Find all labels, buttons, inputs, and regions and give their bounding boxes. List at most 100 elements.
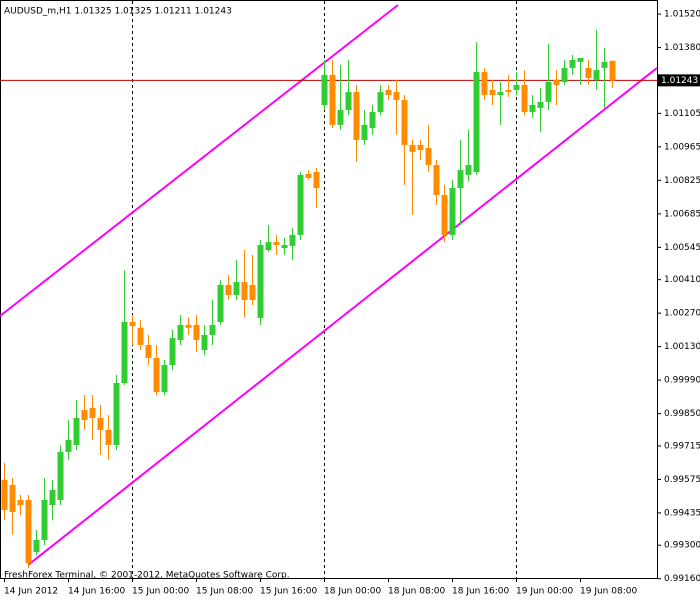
candle-body <box>305 173 312 178</box>
candle-body <box>281 244 288 249</box>
candle-body <box>289 234 296 246</box>
y-tick-label: 1.00545 <box>664 243 700 253</box>
x-tick-label: 14 Jun 2012 <box>4 587 58 597</box>
x-tick-label: 19 Jun 08:00 <box>580 587 637 597</box>
candle-body <box>417 144 424 150</box>
candle-body <box>313 171 320 189</box>
candle-body <box>57 451 64 501</box>
x-tick-label: 15 Jun 16:00 <box>260 587 317 597</box>
candle-body <box>9 484 16 512</box>
y-tick-label: 1.01380 <box>664 43 700 53</box>
candle-body <box>217 284 224 323</box>
candle-body <box>185 324 192 328</box>
candle-body <box>193 324 200 340</box>
footer: FreshForex Terminal, © 2001-2012, MetaQu… <box>4 571 290 581</box>
candle-body <box>513 84 520 90</box>
y-tick-label: 1.00410 <box>664 275 700 285</box>
candle-body <box>409 144 416 152</box>
candle-body <box>385 89 392 95</box>
y-tick-label: 1.01105 <box>664 109 700 119</box>
candle-body <box>585 67 592 78</box>
candle-body <box>225 284 232 295</box>
candle-body <box>65 439 72 452</box>
price-label-box <box>658 74 700 87</box>
y-tick-label: 0.99160 <box>664 574 700 584</box>
candle-body <box>489 89 496 95</box>
candle-body <box>465 165 472 175</box>
candle-body <box>337 110 344 125</box>
candle-body <box>177 324 184 340</box>
candle-body <box>233 282 240 295</box>
candle-body <box>609 60 616 81</box>
candle-body <box>241 282 248 300</box>
x-tick-label: 18 Jun 00:00 <box>324 587 381 597</box>
candle-body <box>161 365 168 393</box>
x-tick-label: 18 Jun 16:00 <box>452 587 509 597</box>
candle-body <box>361 124 368 140</box>
candle-body <box>257 244 264 318</box>
candle-body <box>41 500 48 540</box>
y-tick-label: 1.01520 <box>664 10 700 20</box>
candle-body <box>481 71 488 95</box>
candle-body <box>49 489 56 506</box>
price-label: 1.01243 <box>661 76 698 86</box>
candle-body <box>369 111 376 128</box>
candle-body <box>553 79 560 85</box>
y-tick-label: 1.00685 <box>664 209 700 219</box>
y-tick-label: 1.00965 <box>664 142 700 152</box>
candle-body <box>201 334 208 350</box>
x-tick-label: 18 Jun 08:00 <box>388 587 445 597</box>
candle-body <box>273 242 280 245</box>
candle-body <box>545 82 552 102</box>
candle-body <box>97 417 104 430</box>
y-tick-label: 0.99715 <box>664 441 700 451</box>
y-tick-label: 0.99300 <box>664 541 700 551</box>
candle-body <box>81 410 88 421</box>
candle-body <box>73 417 80 445</box>
y-tick-label: 0.99575 <box>664 475 700 485</box>
channel-line <box>0 4 399 317</box>
candle-body <box>345 92 352 111</box>
candle-body <box>89 407 96 418</box>
x-tick-label: 15 Jun 08:00 <box>196 587 253 597</box>
plot-frame <box>0 0 658 579</box>
candle-body <box>137 327 144 345</box>
candle-body <box>329 74 336 125</box>
candle-body <box>153 357 160 393</box>
candle-body <box>169 338 176 366</box>
candle-body <box>601 61 608 68</box>
chart-title: AUDUSD_m,H1 1.01325 1.01325 1.01211 1.01… <box>4 7 232 17</box>
y-tick-label: 1.00825 <box>664 176 700 186</box>
candle-body <box>425 148 432 166</box>
candle-body <box>521 84 528 112</box>
y-tick-label: 0.99990 <box>664 376 700 386</box>
candle-body <box>497 92 504 95</box>
candle-body <box>249 284 256 300</box>
candle-body <box>105 429 112 445</box>
candle-body <box>209 324 216 335</box>
candle-body <box>17 500 24 506</box>
candle-body <box>129 322 136 327</box>
candle-body <box>353 92 360 140</box>
candle-body <box>593 70 600 80</box>
candle-body <box>321 74 328 106</box>
y-tick-label: 0.99435 <box>664 508 700 518</box>
candle-body <box>121 322 128 384</box>
candle-body <box>401 99 408 145</box>
candle-body <box>433 165 440 195</box>
y-tick-label: 1.00270 <box>664 309 700 319</box>
candle-body <box>145 344 152 358</box>
x-tick-label: 14 Jun 16:00 <box>68 587 125 597</box>
candle-body <box>505 89 512 93</box>
candle-body <box>441 194 448 235</box>
channel-line <box>27 67 657 566</box>
axes: 1.01520 1.01380 1.01105 1.00965 1.00825 1.006… <box>4 10 700 597</box>
candle-body <box>529 105 536 112</box>
candle-body <box>537 101 544 108</box>
candle-body <box>561 67 568 83</box>
candle-body <box>577 57 584 62</box>
candle-body <box>473 71 480 172</box>
candle-body <box>569 60 576 68</box>
candle-body <box>265 242 272 250</box>
